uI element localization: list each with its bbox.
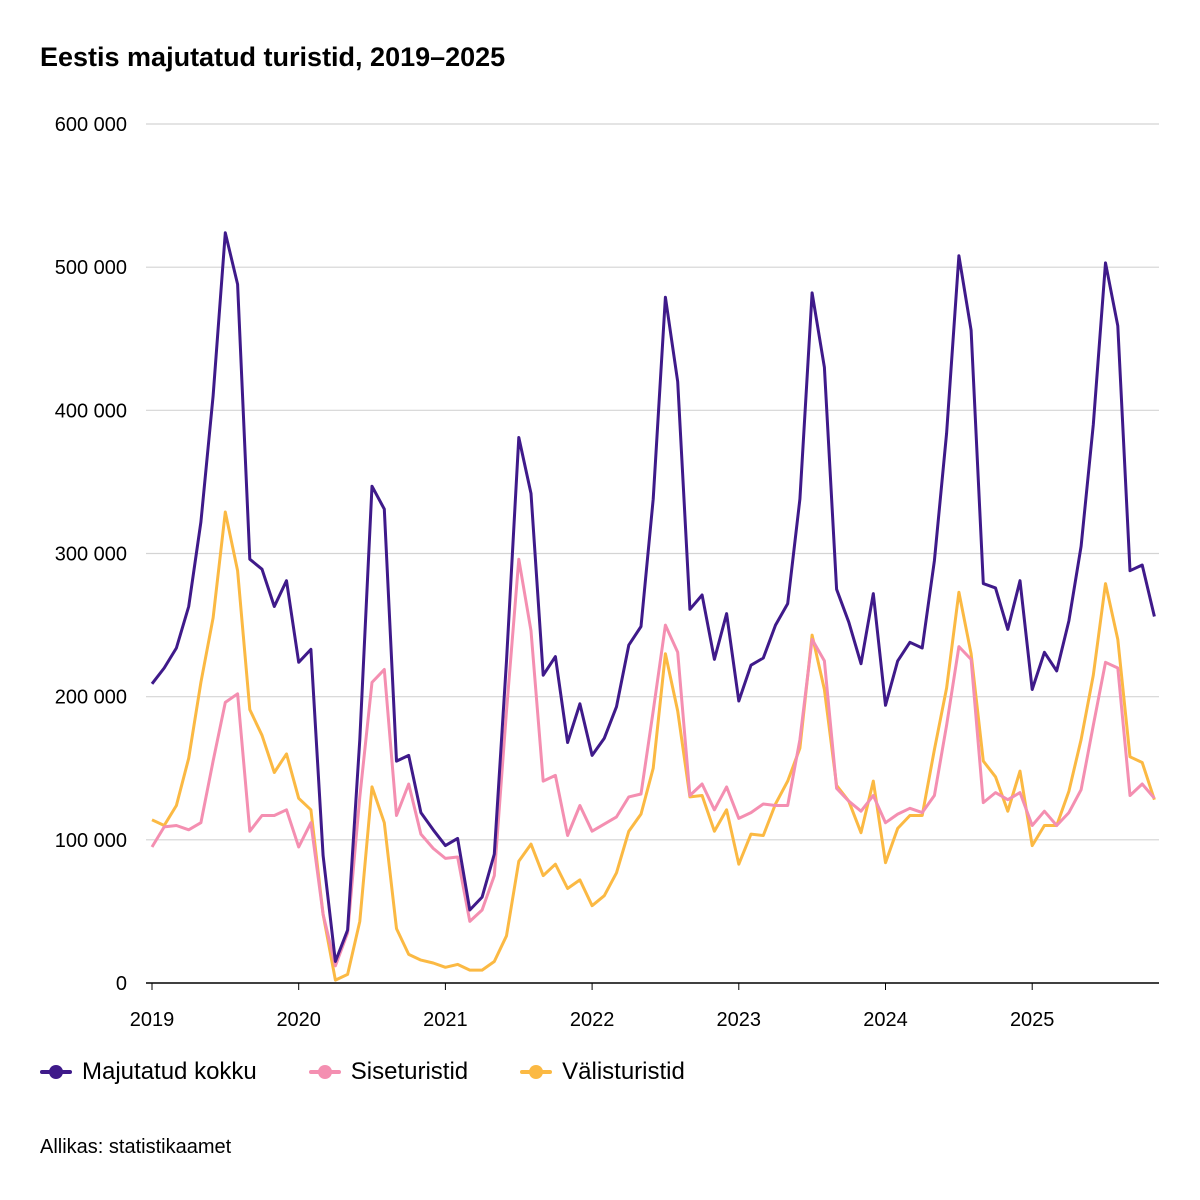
y-tick-label: 400 000 [55, 400, 127, 422]
y-tick-label: 100 000 [55, 830, 127, 852]
series-line-majutatud-kokku[interactable] [150, 231, 1156, 963]
x-tick-label: 2025 [1010, 1009, 1055, 1031]
y-tick-label: 600 000 [55, 114, 127, 136]
legend-label: Majutatud kokku [82, 1058, 257, 1085]
legend-item-siseturistid[interactable]: Siseturistid [308, 1058, 469, 1086]
legend-label: Välisturistid [562, 1058, 685, 1085]
y-tick-label: 300 000 [55, 544, 127, 566]
legend-marker-icon [308, 1065, 341, 1079]
y-tick-label: 200 000 [55, 687, 127, 709]
legend-item-majutatud-kokku[interactable]: Majutatud kokku [40, 1058, 257, 1086]
legend-item-valisturistid[interactable]: Välisturistid [520, 1058, 685, 1086]
source-note: Allikas: statistikaamet [40, 1136, 232, 1158]
legend-marker-icon [40, 1065, 72, 1079]
y-tick-label: 500 000 [55, 257, 127, 279]
x-tick-label: 2024 [863, 1009, 908, 1031]
y-tick-label: 0 [116, 973, 127, 995]
series-line-v-listuristid[interactable] [151, 510, 1156, 982]
line-chart: 0 100 000 200 000 300 000 400 000 500 000 600 … [55, 114, 1159, 1031]
x-tick-label: 2022 [570, 1009, 615, 1031]
x-tick-label: 2020 [276, 1009, 321, 1031]
series-line-siseturistid[interactable] [150, 557, 1156, 968]
legend-label: Siseturistid [350, 1058, 469, 1085]
x-tick-label: 2021 [423, 1009, 468, 1031]
x-tick-label: 2019 [130, 1009, 175, 1031]
chart-title: Eestis majutatud turistid, 2019–2025 [40, 42, 506, 72]
legend-marker-icon [520, 1065, 553, 1079]
x-tick-label: 2023 [717, 1009, 762, 1031]
legend: Majutatud kokku Siseturistid Välisturist… [40, 1058, 737, 1086]
